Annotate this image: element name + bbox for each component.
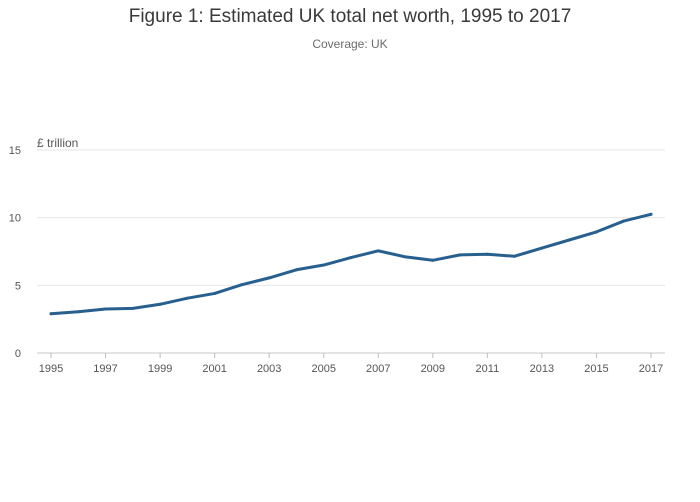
data-point [540, 246, 544, 250]
data-point [213, 291, 217, 295]
chart-subtitle: Coverage: UK [312, 37, 388, 51]
x-tick-label: 2001 [202, 363, 226, 375]
data-point [267, 276, 271, 280]
data-point [349, 256, 353, 260]
data-point [513, 254, 517, 258]
axis-layer: 0 5 10 15 1995 1997 1999 2001 2003 2005 2007 2009 20… [9, 145, 663, 375]
data-point [240, 283, 244, 287]
x-tick-label: 1997 [93, 363, 117, 375]
chart-title: Figure 1: Estimated UK total net worth, … [128, 6, 572, 27]
data-point [131, 306, 135, 310]
data-point [649, 212, 653, 216]
data-point [458, 253, 462, 257]
y-tick-label: 15 [9, 145, 21, 157]
x-tick-label: 1999 [148, 363, 172, 375]
y-tick-label: 10 [9, 213, 21, 225]
data-point [322, 263, 326, 267]
x-tick-label: 2011 [476, 363, 500, 375]
x-tick-label: 2013 [530, 363, 554, 375]
x-tick-label: 2007 [366, 363, 390, 375]
y-tick-label: 5 [15, 280, 21, 292]
data-point [431, 258, 435, 262]
data-point [76, 310, 80, 314]
data-point [376, 249, 380, 253]
data-point [622, 219, 626, 223]
x-tick-label: 2009 [421, 363, 445, 375]
x-tick-label: 2017 [639, 363, 663, 375]
data-point [185, 296, 189, 300]
data-point [158, 302, 162, 306]
y-tick-label: 0 [15, 348, 21, 360]
x-tick-label: 2003 [257, 363, 281, 375]
data-point [294, 268, 298, 272]
grid-layer [37, 149, 665, 354]
data-point [49, 312, 53, 316]
x-tick-label: 2005 [311, 363, 335, 375]
y-axis-unit-label: £ trillion [37, 136, 78, 150]
series-layer [49, 212, 653, 316]
data-point [567, 238, 571, 242]
data-point [485, 252, 489, 256]
x-tick-label: 1995 [39, 363, 63, 375]
series-line [49, 212, 653, 316]
data-point [594, 230, 598, 234]
data-point [104, 307, 108, 311]
x-tick-label: 2015 [584, 363, 608, 375]
data-point [404, 255, 408, 259]
